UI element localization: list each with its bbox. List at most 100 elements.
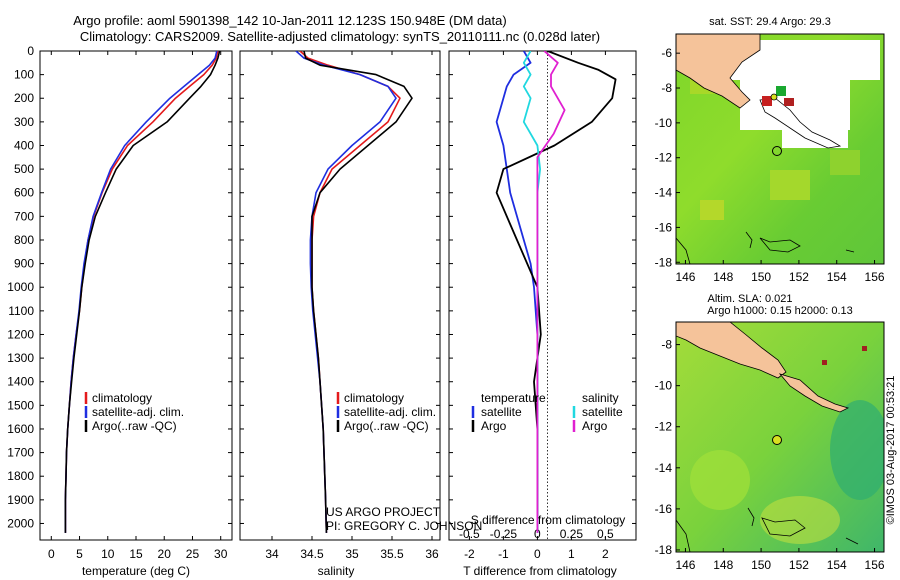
map-x-tick-label: 154 [827, 558, 847, 572]
series-line-climatology [64, 51, 219, 533]
temperature-xlabel: temperature (deg C) [82, 564, 190, 578]
x-tick-label: -1 [498, 547, 509, 561]
map-x-tick-label: 152 [789, 558, 809, 572]
land-new-guinea [676, 322, 787, 379]
sst-map-content [676, 34, 884, 264]
map-y-tick-label: -6 [661, 46, 672, 60]
sla-map-title-line2: Argo h1000: 0.15 h2000: 0.13 [707, 305, 853, 317]
sla-map-frame [675, 321, 885, 553]
sst-hot-pixel [762, 96, 772, 106]
x-tick-label: 35.5 [380, 547, 404, 561]
depth-tick-label: 300 [14, 115, 34, 129]
map-y-tick-label: -18 [655, 543, 673, 557]
depth-tick-label: 1400 [7, 375, 34, 389]
map-y-tick-label: -14 [655, 186, 673, 200]
series-line-climatology [299, 51, 401, 533]
x-tick-label: 34.5 [300, 547, 324, 561]
sst-cloud-mask [782, 128, 848, 148]
depth-tick-label: 700 [14, 209, 34, 223]
sla-low-patch [760, 496, 840, 544]
depth-tick-label: 800 [14, 233, 34, 247]
sla-map-axes: 146 148 150 152 154 156 -8 -10 -12 -14 -16 -18 [655, 338, 885, 572]
temperature-x-axis: 0 5 10 15 20 25 30 [48, 51, 228, 561]
figure-title-line1: Argo profile: aoml 5901398_142 10-Jan-20… [73, 13, 506, 28]
map-y-tick-label: -12 [655, 151, 673, 165]
difference-x-axis: -2 -1 0 1 2 -0.5 -0.25 0 0.25 0.5 [459, 51, 614, 561]
sst-map-title: sat. SST: 29.4 Argo: 29.3 [709, 16, 831, 28]
series-line-t-satellite [495, 51, 539, 533]
sst-map-frame [675, 33, 885, 265]
reef-outlines [745, 231, 855, 253]
map-x-tick-label: 150 [751, 270, 771, 284]
map-y-tick-label: -10 [655, 116, 673, 130]
x-tick-label-salinity: -0.25 [490, 527, 518, 541]
depth-tick-label: 500 [14, 162, 34, 176]
depth-tick-label: 200 [14, 91, 34, 105]
legend-temperature-heading: temperature [481, 391, 546, 405]
depth-tick-label: 1800 [7, 469, 34, 483]
sla-dot [822, 360, 827, 365]
map-x-tick-label: 146 [675, 558, 695, 572]
series-line-satellite-adj-clim- [295, 51, 397, 533]
x-tick-label-salinity: 0.5 [597, 527, 614, 541]
legend-climatology-label: climatology [344, 391, 404, 405]
sla-high-patch [830, 400, 884, 500]
series-line-argo-raw-qc- [303, 51, 413, 533]
sla-map-title-line1: Altim. SLA: 0.021 [708, 293, 793, 305]
legend-climatology-label: climatology [92, 391, 152, 405]
legend-satellite-label: satellite-adj. clim. [92, 405, 184, 419]
depth-tick-label: 0 [27, 44, 34, 58]
x-tick-label: 2 [602, 547, 609, 561]
map-x-tick-label: 148 [713, 558, 733, 572]
map-y-tick-label: -16 [655, 502, 673, 516]
x-tick-label: 36 [425, 547, 439, 561]
legend-s-argo-label: Argo [582, 419, 608, 433]
argo-float-marker [772, 435, 782, 445]
depth-tick-label: 1000 [7, 280, 34, 294]
sst-cloud-mask [740, 80, 850, 130]
x-tick-label: 30 [214, 547, 228, 561]
x-tick-label-salinity: 0 [534, 527, 541, 541]
imos-credit: ©IMOS 03-Aug-2017 00:53:21 [885, 376, 897, 525]
argo-float-marker [770, 93, 778, 101]
map-x-tick-label: 148 [713, 270, 733, 284]
x-tick-label: 34 [265, 547, 279, 561]
pi-label: PI: GREGORY C. JOHNSON [326, 519, 482, 533]
legend-salinity-heading: salinity [582, 391, 619, 405]
legend-t-satellite-label: satellite [481, 405, 522, 419]
x-tick-label: 15 [129, 547, 143, 561]
depth-tick-label: 1200 [7, 327, 34, 341]
figure-title-line2: Climatology: CARS2009. Satellite-adjuste… [80, 29, 600, 44]
map-y-tick-label: -18 [655, 255, 673, 269]
temperature-axes-frame [39, 50, 233, 541]
reef-outlines [747, 507, 859, 545]
depth-tick-label: 1300 [7, 351, 34, 365]
salinity-x-axis: 34 34.5 35 35.5 36 [265, 51, 439, 561]
sst-hot-pixel [784, 98, 794, 106]
s-difference-label: S difference from climatology [471, 513, 626, 527]
salinity-legend: climatology satellite-adj. clim. Argo(..… [336, 391, 436, 433]
map-y-tick-label: -8 [661, 81, 672, 95]
depth-tick-label: 600 [14, 186, 34, 200]
land-louisiade [759, 97, 842, 149]
x-tick-label: 10 [101, 547, 115, 561]
difference-legend: temperature satellite Argo salinity sate… [471, 391, 623, 433]
depth-tick-label: 400 [14, 138, 34, 152]
sla-map-content [676, 322, 884, 552]
depth-tick-label: 1500 [7, 398, 34, 412]
salinity-panel: 34 34.5 35 35.5 36 salinity climatology sate… [239, 50, 482, 578]
t-difference-label: T difference from climatology [463, 564, 617, 578]
x-tick-label: -2 [464, 547, 475, 561]
map-y-tick-label: -16 [655, 220, 673, 234]
difference-axes-frame [448, 50, 637, 541]
sla-dot [862, 346, 867, 351]
sla-high-patch [690, 450, 750, 510]
map-y-tick-label: -12 [655, 420, 673, 434]
x-tick-label: 25 [186, 547, 200, 561]
sla-map-panel: Altim. SLA: 0.021 Argo h1000: 0.15 h2000… [655, 293, 885, 572]
x-tick-label: 0 [534, 547, 541, 561]
project-label: US ARGO PROJECT [326, 505, 441, 519]
temperature-panel: 0100200300400500600700800900100011001200… [7, 44, 636, 578]
series-line-argo-raw-qc- [64, 51, 221, 533]
difference-lines [495, 51, 617, 533]
